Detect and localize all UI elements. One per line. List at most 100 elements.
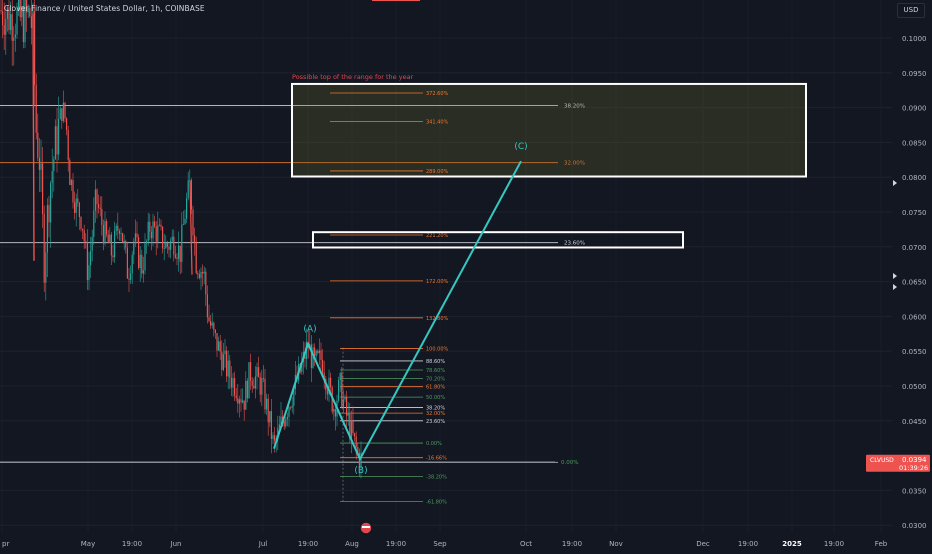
- candle-body: [288, 407, 290, 417]
- candle-body: [202, 271, 204, 274]
- fib-level-label: 32.00%: [426, 411, 445, 417]
- candle-body: [310, 344, 312, 368]
- candle-body: [254, 376, 256, 389]
- candle-body: [200, 271, 202, 278]
- candle-body: [181, 224, 183, 262]
- time-axis[interactable]: pr May 19:00 Jun Jul 19:00 Aug 19:00 Sep Oct 19:00…: [0, 521, 932, 550]
- candle-body: [197, 273, 199, 275]
- candle-body: [210, 321, 212, 326]
- candle-body: [235, 395, 237, 399]
- candle-body: [45, 252, 47, 283]
- fib-level-label: 61.80%: [426, 385, 445, 391]
- horizontal-lines: 38.20%32.00%23.60%0.00%: [0, 0, 585, 466]
- candle-body: [75, 198, 77, 213]
- candle-body: [152, 221, 154, 239]
- candle-body: [154, 221, 156, 227]
- candle-body: [238, 399, 240, 404]
- candle-body: [186, 198, 188, 219]
- candles: [0, 0, 362, 479]
- currency-button[interactable]: USD: [897, 3, 925, 18]
- candle-body: [344, 396, 346, 400]
- time-tick-label: Aug: [345, 540, 359, 548]
- alert-marker-icon: [893, 273, 897, 279]
- current-price-value: 0.0394: [902, 456, 927, 464]
- price-tick-label: 0.0500: [902, 383, 927, 391]
- candle-body: [133, 241, 135, 255]
- candle-body: [19, 0, 21, 18]
- candle-body: [248, 362, 250, 399]
- candle-body: [146, 241, 148, 244]
- candle-body: [35, 84, 37, 133]
- candle-body: [69, 160, 71, 186]
- candle-body: [274, 435, 276, 441]
- candle-body: [283, 421, 285, 427]
- fib-level-label: 23.60%: [426, 419, 445, 425]
- candle-body: [115, 225, 117, 231]
- candle-body: [240, 399, 242, 403]
- candle-body: [243, 400, 245, 410]
- candle-body: [139, 254, 141, 268]
- candle-body: [350, 420, 352, 439]
- fib-level-label: 0.00%: [426, 441, 442, 447]
- candle-body: [195, 241, 197, 274]
- target-zone-box: [291, 82, 807, 178]
- price-axis[interactable]: 0.1000 0.0950 0.0900 0.0850 0.0800 0.0750 0.07…: [866, 0, 932, 550]
- candle-body: [136, 233, 138, 238]
- candle-body: [70, 180, 72, 186]
- price-tick-label: 0.0350: [902, 487, 927, 495]
- candle-body: [317, 350, 319, 354]
- candle-body: [246, 380, 248, 399]
- candle-body: [341, 373, 343, 407]
- time-tick-label: 19:00: [824, 540, 844, 548]
- candle-body: [166, 243, 168, 247]
- candle-body: [62, 102, 64, 121]
- candle-body: [160, 224, 162, 227]
- candle-body: [352, 420, 354, 434]
- candle-body: [46, 205, 48, 253]
- bar-countdown: 01:39:26: [899, 464, 928, 472]
- fib-extension-label: 172.00%: [426, 279, 448, 285]
- candle-body: [213, 322, 215, 330]
- time-tick-label: May: [81, 540, 95, 548]
- candle-body: [163, 248, 165, 249]
- candle-body: [14, 34, 16, 38]
- candle-body: [110, 234, 112, 256]
- candle-body: [94, 189, 96, 211]
- price-tick-label: 0.0800: [902, 174, 927, 182]
- candle-body: [109, 234, 111, 244]
- candle-body: [168, 246, 170, 250]
- candle-body: [77, 198, 79, 203]
- candle-body: [333, 409, 335, 412]
- candle-body: [250, 362, 252, 381]
- candle-body: [314, 347, 316, 357]
- time-tick-label: 2025: [782, 540, 802, 548]
- candle-body: [182, 224, 184, 225]
- candle-body: [150, 231, 152, 239]
- time-tick-label: pr: [2, 540, 9, 548]
- candle-body: [72, 180, 74, 203]
- fib-levels: 100.00% 88.60% 78.60% 70.20% 61.80% 50.00% 38.…: [330, 91, 448, 506]
- target-zones: Possible top of the range for the year: [291, 73, 807, 249]
- candle-body: [237, 398, 239, 404]
- candle-body: [269, 411, 271, 423]
- candle-body: [88, 265, 90, 281]
- candle-body: [315, 350, 317, 357]
- candle-body: [122, 233, 124, 243]
- candle-wick: [189, 180, 193, 275]
- wave-label: (B): [354, 466, 367, 476]
- price-tick-label: 0.0950: [902, 70, 927, 78]
- fib-level-label: -61.80%: [426, 500, 447, 506]
- candle-body: [2, 11, 4, 26]
- time-tick-label: 19:00: [738, 540, 758, 548]
- candle-body: [40, 163, 42, 170]
- candle-body: [85, 241, 87, 243]
- candle-body: [98, 204, 100, 208]
- candle-body: [131, 254, 133, 274]
- price-tick-label: 0.0750: [902, 209, 927, 217]
- candle-body: [112, 255, 114, 258]
- candle-body: [130, 273, 132, 280]
- candle-body: [285, 419, 287, 427]
- candle-body: [141, 254, 143, 274]
